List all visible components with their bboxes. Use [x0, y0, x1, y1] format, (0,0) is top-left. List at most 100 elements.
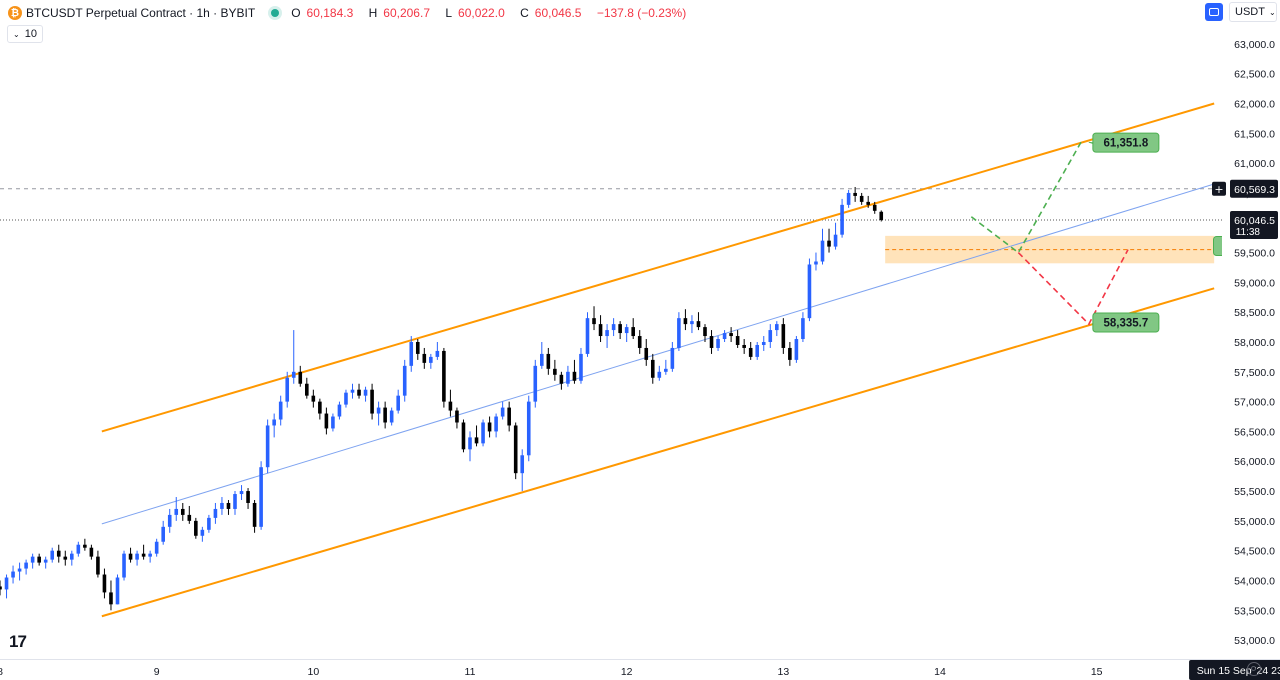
candle-body	[650, 359, 655, 378]
candle	[252, 500, 257, 533]
price-callout[interactable]: 58,335.7	[1091, 312, 1160, 333]
candle	[781, 318, 786, 354]
candle-body	[735, 336, 740, 345]
candle	[422, 347, 427, 369]
candle-body	[83, 544, 87, 548]
candle	[859, 192, 864, 205]
candle-body	[396, 395, 400, 411]
candle-body	[187, 514, 192, 521]
price-tick-label: 58,000.0	[1234, 337, 1275, 349]
callout-label: 61,351.8	[1103, 138, 1148, 150]
candle	[102, 568, 107, 599]
candle-body	[37, 556, 41, 563]
candle-body	[611, 324, 616, 331]
candle	[109, 580, 113, 611]
candle-body	[4, 577, 9, 590]
candle-body	[657, 371, 662, 378]
candle	[775, 321, 779, 337]
candle-body	[337, 404, 342, 417]
candle	[148, 550, 152, 563]
candle-body	[866, 201, 870, 205]
candle-body	[370, 389, 374, 414]
candle-body	[827, 240, 831, 247]
candle	[246, 488, 250, 509]
candle	[396, 389, 400, 414]
candle	[572, 359, 577, 384]
candle	[70, 550, 74, 566]
symbol-title[interactable]: BTCUSDT Perpetual Contract · 1h · BYBIT	[26, 6, 256, 20]
candle	[872, 201, 877, 214]
candle	[520, 449, 525, 492]
candle	[507, 401, 511, 432]
candle-body	[455, 410, 459, 423]
candle	[429, 353, 433, 369]
candle-body	[161, 526, 165, 542]
price-tick-label: 54,500.0	[1234, 546, 1275, 558]
candle-body	[233, 494, 237, 509]
volume-toggle-button[interactable]: ⌄ 10	[7, 25, 43, 43]
candle-body	[559, 374, 564, 384]
candle-body	[96, 556, 100, 575]
candle-body	[579, 353, 583, 381]
candle	[435, 342, 440, 360]
candle-body	[43, 559, 48, 563]
candle	[389, 407, 394, 426]
candle-body	[252, 502, 257, 527]
settings-gear-icon[interactable]	[1247, 662, 1261, 676]
candles	[0, 186, 884, 611]
time-tick-label: 10	[307, 666, 319, 678]
candle	[350, 383, 355, 399]
candle-body	[820, 240, 825, 262]
candle-body	[709, 336, 714, 348]
candle-body	[631, 327, 635, 337]
candle-body	[566, 371, 570, 384]
candle	[801, 312, 805, 342]
low-value: 60,022.0	[458, 6, 505, 20]
high-value: 60,206.7	[383, 6, 430, 20]
chart-grid	[0, 0, 1248, 659]
candle-body	[696, 321, 701, 328]
callout-label: 58,335.7	[1103, 317, 1148, 329]
candle-body	[24, 562, 28, 569]
candle-body	[115, 577, 120, 605]
candle	[748, 342, 753, 360]
market-status-icon	[271, 9, 280, 17]
candle	[722, 330, 727, 342]
candle-body	[553, 368, 557, 375]
last-price-bg	[1230, 210, 1278, 239]
candle-body	[814, 261, 818, 265]
candle-body	[540, 353, 544, 366]
candle	[487, 416, 492, 438]
candle	[285, 371, 290, 408]
candle	[357, 383, 361, 399]
candle-body	[690, 321, 694, 325]
candle	[83, 538, 87, 551]
candle	[220, 497, 224, 515]
price-callout[interactable]: 61,351.8	[1088, 132, 1160, 153]
candle	[376, 401, 381, 426]
candle-body	[102, 574, 107, 593]
candle-body	[128, 553, 133, 560]
candle-body	[520, 455, 525, 474]
plus-icon: +	[1214, 183, 1223, 196]
currency-select[interactable]: USDT ⌄	[1229, 2, 1277, 22]
candle-body	[768, 330, 773, 342]
candle-body	[618, 324, 622, 334]
candle-body	[402, 365, 407, 396]
projection-paths	[970, 141, 1129, 326]
candle-body	[0, 586, 2, 590]
candle	[788, 342, 792, 366]
candle-body	[246, 491, 250, 503]
candle	[311, 389, 316, 408]
object-tree-icon[interactable]	[1205, 3, 1223, 21]
candle	[265, 419, 270, 474]
candle	[618, 321, 622, 340]
candle	[866, 195, 870, 208]
candle-body	[677, 318, 681, 348]
add-alert-icon[interactable]	[1212, 181, 1226, 196]
candle	[605, 324, 609, 348]
candle	[683, 309, 688, 331]
price-tick-label: 62,000.0	[1234, 99, 1275, 111]
candle	[50, 547, 55, 563]
